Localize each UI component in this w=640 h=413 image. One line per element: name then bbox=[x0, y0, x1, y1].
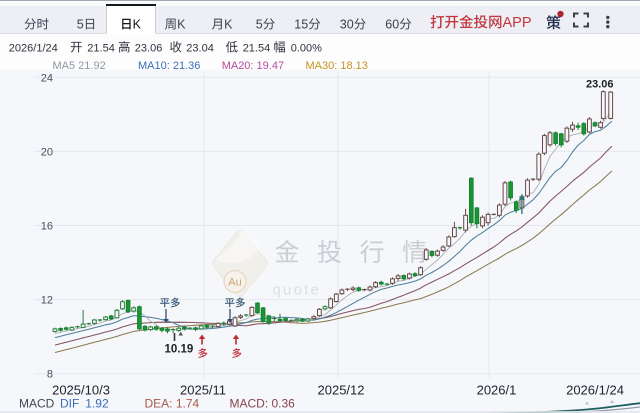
svg-text:K: K bbox=[133, 18, 142, 32]
svg-text:30: 30 bbox=[340, 18, 354, 32]
svg-text:23.04: 23.04 bbox=[186, 43, 214, 55]
svg-text:APP: APP bbox=[503, 15, 532, 31]
svg-text:DIF: DIF bbox=[60, 397, 79, 411]
svg-text:2026/1/24: 2026/1/24 bbox=[9, 43, 58, 55]
svg-text:2025/10/3: 2025/10/3 bbox=[52, 383, 110, 398]
svg-text:23.06: 23.06 bbox=[586, 79, 614, 91]
svg-text:MA5 21.92: MA5 21.92 bbox=[53, 60, 106, 72]
svg-text:15: 15 bbox=[294, 18, 308, 32]
svg-text:2026/1: 2026/1 bbox=[477, 383, 517, 398]
svg-text:Au: Au bbox=[228, 277, 241, 289]
svg-text:8: 8 bbox=[47, 369, 53, 381]
svg-text:K: K bbox=[177, 18, 186, 32]
svg-text:MA30: 18.13: MA30: 18.13 bbox=[306, 60, 368, 72]
svg-text:1.92: 1.92 bbox=[85, 397, 109, 411]
svg-text:0.00%: 0.00% bbox=[291, 43, 322, 55]
svg-text:12: 12 bbox=[41, 295, 53, 307]
svg-text:K: K bbox=[224, 18, 233, 32]
svg-text:2025/12: 2025/12 bbox=[318, 383, 365, 398]
svg-text:21.54: 21.54 bbox=[87, 43, 115, 55]
svg-text:24: 24 bbox=[41, 72, 53, 84]
svg-text:5: 5 bbox=[77, 18, 84, 32]
svg-text:23.06: 23.06 bbox=[135, 43, 163, 55]
svg-text:MA10: 21.36: MA10: 21.36 bbox=[138, 60, 200, 72]
svg-text:2026/1/24: 2026/1/24 bbox=[566, 383, 624, 398]
svg-text:10.19: 10.19 bbox=[165, 344, 194, 356]
svg-text:21.54: 21.54 bbox=[243, 43, 271, 55]
svg-text:MACD: MACD bbox=[19, 397, 55, 411]
svg-text:DEA: 1.74: DEA: 1.74 bbox=[145, 397, 200, 411]
svg-text:5: 5 bbox=[256, 18, 263, 32]
svg-text:MA20: 19.47: MA20: 19.47 bbox=[222, 60, 284, 72]
svg-text:16: 16 bbox=[41, 221, 53, 233]
svg-text:2025/11: 2025/11 bbox=[180, 383, 226, 398]
svg-text:quote: quote bbox=[273, 282, 322, 299]
svg-text:60: 60 bbox=[385, 18, 399, 32]
svg-text:MACD: 0.36: MACD: 0.36 bbox=[230, 397, 296, 411]
svg-text:20: 20 bbox=[41, 146, 53, 158]
